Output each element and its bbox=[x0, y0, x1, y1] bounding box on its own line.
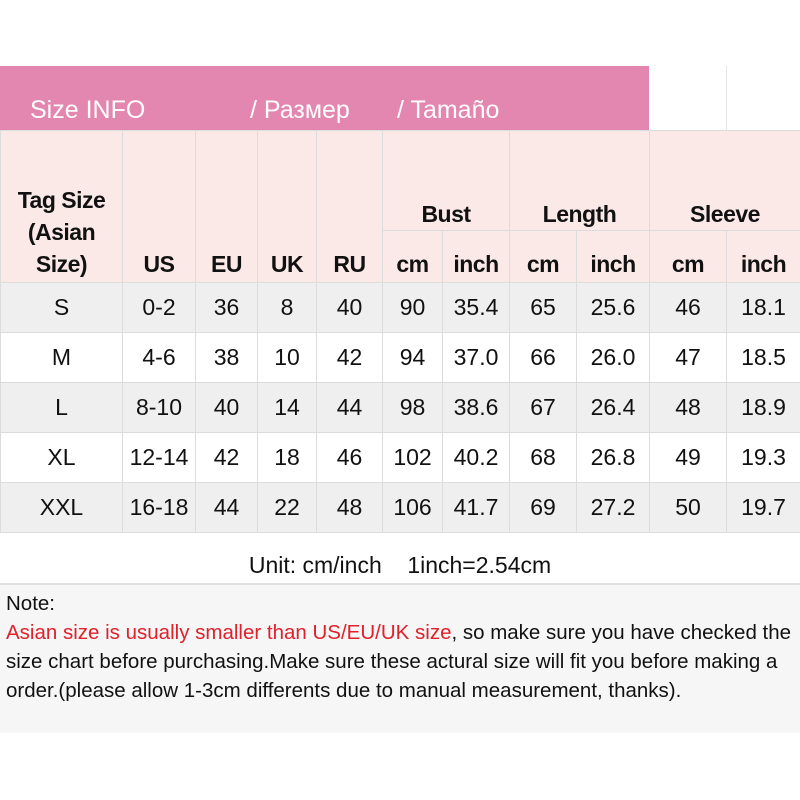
table-cell: 42 bbox=[195, 432, 258, 483]
size-table: Tag Size (Asian Size) US EU UK RU Bust L… bbox=[0, 130, 800, 533]
table-cell: 42 bbox=[316, 332, 383, 383]
table-cell: S bbox=[0, 282, 123, 333]
table-cell: 40 bbox=[195, 382, 258, 433]
table-cell: 18 bbox=[257, 432, 317, 483]
note-label: Note: bbox=[6, 592, 55, 615]
header-bust-cm: cm bbox=[382, 230, 443, 283]
banner-title-en: Size INFO bbox=[30, 96, 146, 124]
table-cell: L bbox=[0, 382, 123, 433]
table-cell: 40 bbox=[316, 282, 383, 333]
table-cell: 8-10 bbox=[122, 382, 196, 433]
table-cell: 67 bbox=[509, 382, 577, 433]
header-length-inch: inch bbox=[576, 230, 650, 283]
table-row: S 0-2 36 8 40 90 35.4 65 25.6 46 18.1 bbox=[0, 282, 800, 333]
header-ru: RU bbox=[316, 130, 383, 283]
table-row: XL 12-14 42 18 46 102 40.2 68 26.8 49 19.3 bbox=[0, 432, 800, 483]
table-cell: XXL bbox=[0, 482, 123, 533]
table-cell: 25.6 bbox=[576, 282, 650, 333]
table-cell: 35.4 bbox=[442, 282, 510, 333]
table-cell: 46 bbox=[316, 432, 383, 483]
table-cell: 38 bbox=[195, 332, 258, 383]
table-row: M 4-6 38 10 42 94 37.0 66 26.0 47 18.5 bbox=[0, 332, 800, 383]
table-cell: 19.3 bbox=[726, 432, 800, 483]
note-warning: Asian size is usually smaller than US/EU… bbox=[6, 621, 452, 644]
table-cell: 36 bbox=[195, 282, 258, 333]
size-info-banner: Size INFO / Размер / Tamaño bbox=[0, 66, 649, 130]
table-cell: 69 bbox=[509, 482, 577, 533]
header-bust: Bust bbox=[382, 130, 510, 231]
table-row: XXL 16-18 44 22 48 106 41.7 69 27.2 50 19.7 bbox=[0, 482, 800, 533]
table-cell: 18.1 bbox=[726, 282, 800, 333]
note-text: , so make sure you have checked the size… bbox=[6, 621, 792, 702]
table-cell: 98 bbox=[382, 382, 443, 433]
header-tag-size: Tag Size (Asian Size) bbox=[0, 130, 123, 283]
table-cell: 90 bbox=[382, 282, 443, 333]
header-length: Length bbox=[509, 130, 650, 231]
table-cell: 8 bbox=[257, 282, 317, 333]
table-cell: 26.4 bbox=[576, 382, 650, 433]
table-cell: 16-18 bbox=[122, 482, 196, 533]
table-cell: 22 bbox=[257, 482, 317, 533]
table-cell: 26.8 bbox=[576, 432, 650, 483]
table-cell: XL bbox=[0, 432, 123, 483]
table-row: L 8-10 40 14 44 98 38.6 67 26.4 48 18.9 bbox=[0, 382, 800, 433]
table-cell: 48 bbox=[649, 382, 727, 433]
table-cell: 4-6 bbox=[122, 332, 196, 383]
table-cell: 44 bbox=[316, 382, 383, 433]
note-box: Note: Asian size is usually smaller than… bbox=[0, 585, 800, 733]
table-cell: 66 bbox=[509, 332, 577, 383]
table-cell: 102 bbox=[382, 432, 443, 483]
table-cell: 18.9 bbox=[726, 382, 800, 433]
table-cell: 0-2 bbox=[122, 282, 196, 333]
table-cell: 44 bbox=[195, 482, 258, 533]
header-uk: UK bbox=[257, 130, 317, 283]
table-cell: 10 bbox=[257, 332, 317, 383]
table-cell: 40.2 bbox=[442, 432, 510, 483]
header-sleeve-inch: inch bbox=[726, 230, 800, 283]
table-cell: 27.2 bbox=[576, 482, 650, 533]
table-cell: 14 bbox=[257, 382, 317, 433]
banner-title-ru: / Размер bbox=[250, 96, 350, 124]
header-length-cm: cm bbox=[509, 230, 577, 283]
unit-note: Unit: cm/inch 1inch=2.54cm bbox=[0, 535, 800, 585]
table-cell: 41.7 bbox=[442, 482, 510, 533]
table-cell: 46 bbox=[649, 282, 727, 333]
table-cell: 94 bbox=[382, 332, 443, 383]
header-sleeve-cm: cm bbox=[649, 230, 727, 283]
table-cell: 18.5 bbox=[726, 332, 800, 383]
table-cell: 50 bbox=[649, 482, 727, 533]
table-cell: 12-14 bbox=[122, 432, 196, 483]
table-cell: 47 bbox=[649, 332, 727, 383]
header-sleeve: Sleeve bbox=[649, 130, 800, 231]
table-cell: 65 bbox=[509, 282, 577, 333]
divider bbox=[726, 66, 727, 130]
table-cell: 19.7 bbox=[726, 482, 800, 533]
table-cell: 48 bbox=[316, 482, 383, 533]
header-us: US bbox=[122, 130, 196, 283]
table-cell: 37.0 bbox=[442, 332, 510, 383]
table-cell: 106 bbox=[382, 482, 443, 533]
header-eu: EU bbox=[195, 130, 258, 283]
banner-title-es: / Tamaño bbox=[397, 96, 500, 124]
header-bust-inch: inch bbox=[442, 230, 510, 283]
table-cell: 38.6 bbox=[442, 382, 510, 433]
table-cell: 68 bbox=[509, 432, 577, 483]
table-cell: 49 bbox=[649, 432, 727, 483]
table-cell: M bbox=[0, 332, 123, 383]
table-cell: 26.0 bbox=[576, 332, 650, 383]
